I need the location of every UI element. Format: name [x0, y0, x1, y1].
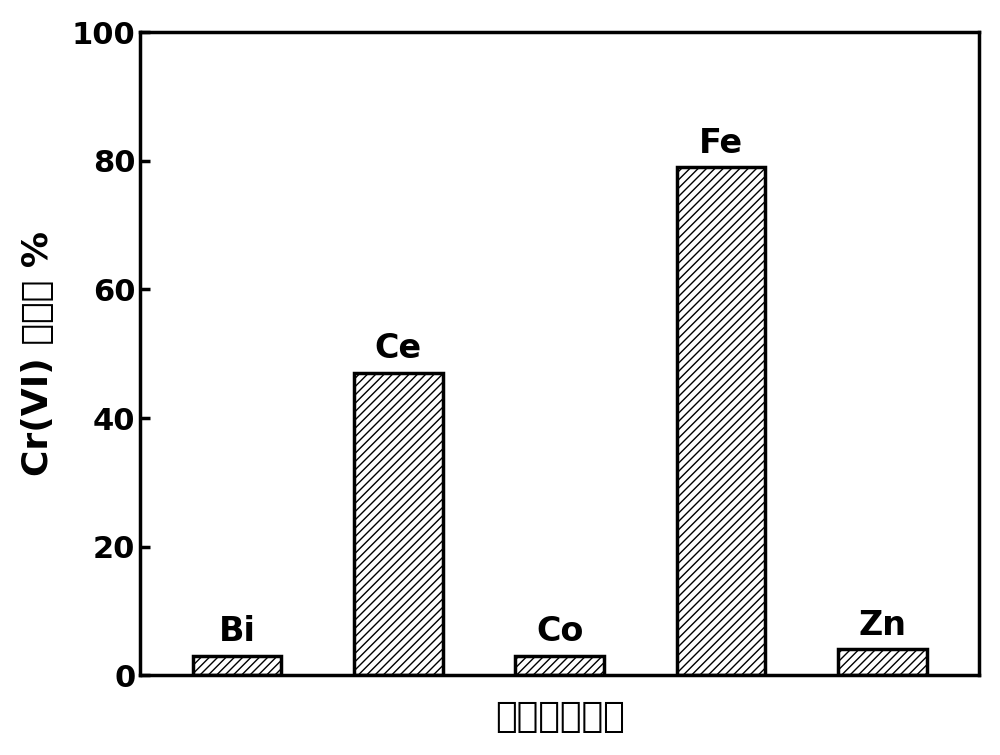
Bar: [838, 649, 927, 675]
Text: Ce: Ce: [375, 332, 422, 365]
Y-axis label: Cr(VI) 去除率 %: Cr(VI) 去除率 %: [21, 231, 55, 476]
Text: Zn: Zn: [858, 609, 906, 642]
Bar: [515, 656, 604, 675]
Text: Co: Co: [536, 615, 583, 649]
Bar: [193, 656, 281, 675]
Bar: [354, 373, 443, 675]
Bar: [677, 168, 765, 675]
Text: Bi: Bi: [218, 615, 255, 649]
X-axis label: 中心金属原子: 中心金属原子: [495, 700, 625, 734]
Text: Fe: Fe: [699, 127, 743, 159]
